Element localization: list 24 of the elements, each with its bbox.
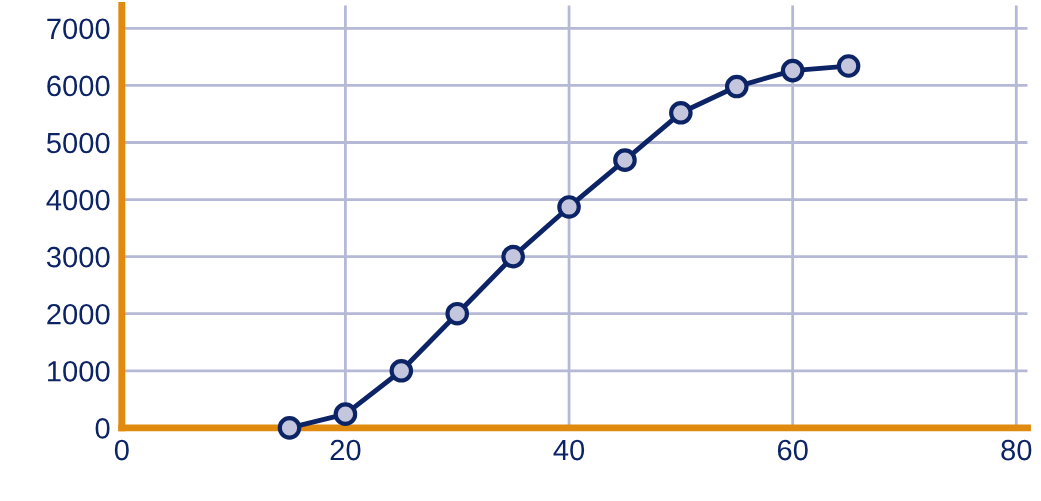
- point: [389, 358, 414, 383]
- y-tick-label: 7000: [47, 18, 110, 40]
- point: [333, 402, 358, 426]
- point: [780, 58, 805, 83]
- y-tick-label: 3000: [46, 246, 110, 268]
- point: [501, 244, 525, 269]
- point: [277, 416, 302, 440]
- y-tick-label: 0: [95, 418, 110, 439]
- y-tick-label: 4000: [46, 189, 110, 211]
- x-tick-label: 40: [553, 439, 585, 461]
- point: [445, 301, 470, 326]
- y-tick-label: 2000: [47, 303, 110, 325]
- x-tick-label: 20: [330, 439, 361, 461]
- y-tick-label: 5000: [46, 132, 110, 154]
- x-tick-label: 80: [1001, 439, 1032, 461]
- x-tick-label: 60: [777, 439, 808, 461]
- y-tick-label: 6000: [47, 75, 110, 97]
- point: [836, 54, 861, 78]
- point: [669, 101, 693, 125]
- y-tick-label: 1000: [48, 360, 110, 382]
- point: [724, 74, 749, 99]
- x-tick-label: 0: [114, 439, 129, 461]
- point: [557, 195, 581, 219]
- point: [613, 148, 637, 172]
